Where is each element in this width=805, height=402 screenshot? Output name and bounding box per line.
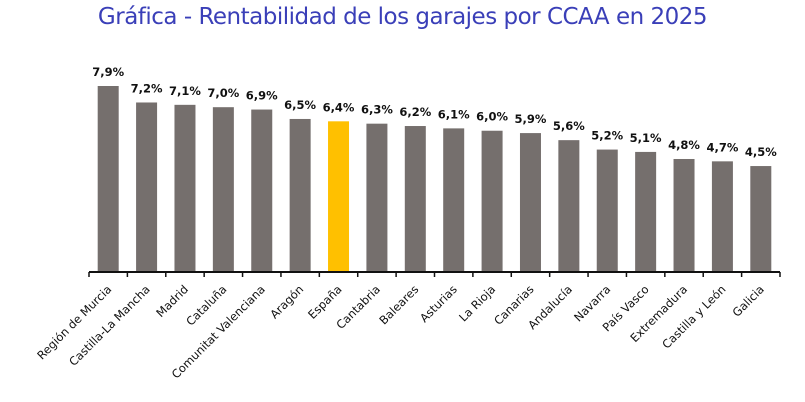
data-label: 6,4% [323,100,355,114]
bar [404,126,426,272]
bar [251,109,273,272]
data-label: 6,1% [438,107,470,121]
data-label: 7,1% [169,84,201,98]
x-tick-label: Madrid [153,282,191,320]
data-label: 6,9% [246,89,278,103]
data-label: 4,8% [668,138,700,152]
bar [212,107,234,272]
bar [289,118,311,272]
bar [481,130,503,272]
chart-title: Gráfica - Rentabilidad de los garajes po… [97,4,708,30]
bar [136,102,158,272]
data-label: 7,2% [131,81,163,95]
data-label: 7,0% [207,86,239,100]
bar [673,158,695,272]
data-label: 5,1% [630,131,662,145]
bar [174,104,196,272]
x-tick-label: Galicia [730,282,767,319]
data-label: 6,3% [361,103,393,117]
data-label: 6,2% [399,105,431,119]
x-tick-label: Asturias [417,282,460,325]
data-label: 4,7% [706,140,738,154]
data-label: 5,6% [553,119,585,133]
bar [519,133,541,272]
bar [596,149,618,272]
bar [366,123,388,272]
bar [635,151,657,272]
bar [750,166,772,272]
data-label: 5,9% [515,112,547,126]
x-tick-label: Aragón [267,282,306,321]
data-label: 6,0% [476,110,508,124]
data-label: 7,9% [92,65,124,79]
data-label: 5,2% [591,129,623,143]
bar [558,140,580,272]
bar [711,161,733,272]
x-tick-label: Baleares [376,282,421,327]
bar [97,86,119,272]
bar [443,128,465,272]
data-label: 6,5% [284,98,316,112]
bar [328,121,350,272]
data-label: 4,5% [745,145,777,159]
